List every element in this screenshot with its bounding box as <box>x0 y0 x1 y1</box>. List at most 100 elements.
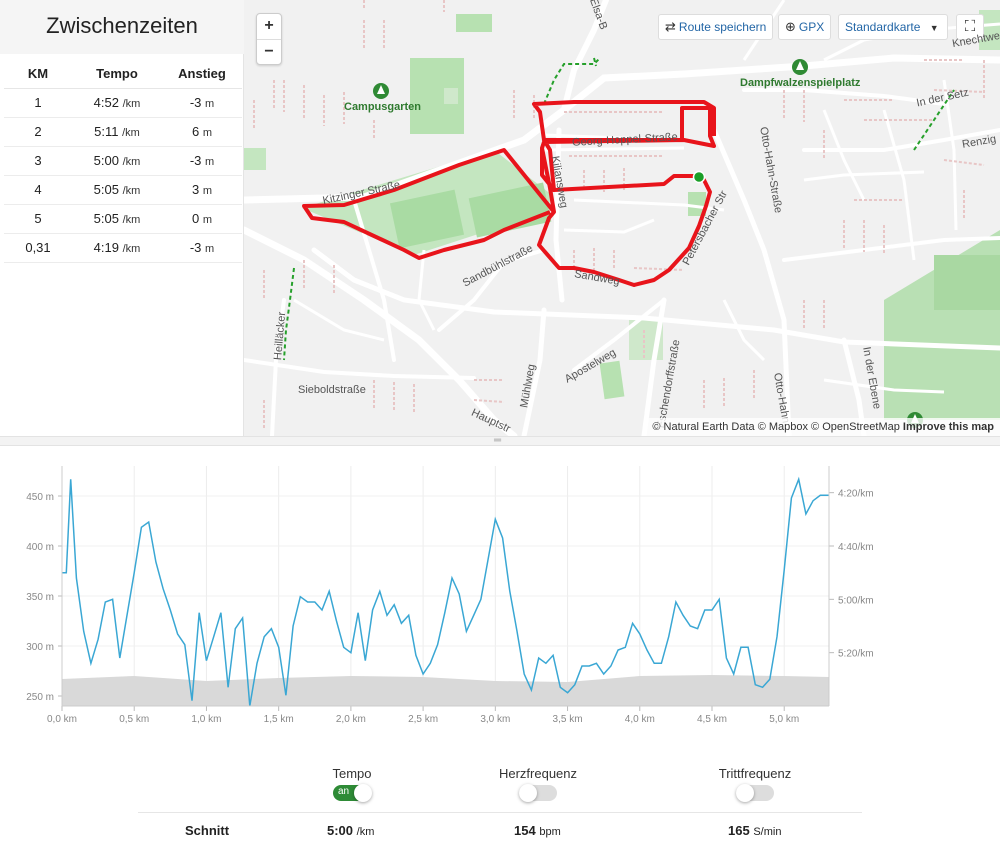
toggle-knob <box>354 784 372 802</box>
heartrate-toggle-group: Herzfrequenz <box>458 766 618 806</box>
split-climb-unit: m <box>205 156 215 168</box>
split-climb-value: -3 <box>189 95 202 110</box>
split-climb: -3 m <box>162 233 242 263</box>
x-tick-label: 2,5 km <box>408 714 438 725</box>
zoom-out-button[interactable]: − <box>257 39 281 64</box>
split-climb-value: 0 <box>191 211 200 226</box>
map-style-label: Standardkarte <box>845 20 921 34</box>
y-right-tick-label: 4:20/km <box>838 489 874 500</box>
route-track <box>302 100 716 287</box>
split-climb: 6 m <box>162 117 242 147</box>
avg-pace-value: 5:00 <box>327 823 354 838</box>
split-row: 0,31 4:19 /km -3 m <box>4 233 242 263</box>
fullscreen-icon: ⛶ <box>964 18 976 35</box>
gpx-label: GPX <box>798 20 825 34</box>
split-tempo: 5:11 /km <box>72 117 162 147</box>
splits-panel: Zwischenzeiten KM Tempo Anstieg 1 4:52 /k… <box>0 0 244 436</box>
split-tempo-unit: /km <box>122 185 141 197</box>
pace-line <box>62 476 829 707</box>
splits-header-row: KM Tempo Anstieg <box>4 60 242 89</box>
split-climb-value: 3 <box>191 182 200 197</box>
map-roads <box>244 0 1000 436</box>
split-tempo-value: 5:11 <box>94 124 119 139</box>
save-route-button[interactable]: ⇄ Route speichern <box>658 14 774 40</box>
cadence-toggle[interactable] <box>736 784 774 802</box>
split-climb: 3 m <box>162 175 242 205</box>
split-tempo: 4:52 /km <box>72 88 162 118</box>
split-km: 2 <box>4 117 72 147</box>
avg-cadence: 165 S/min <box>728 823 781 838</box>
split-row: 3 5:00 /km -3 m <box>4 146 242 176</box>
place-label: Campusgarten <box>344 101 422 113</box>
y-right-tick-label: 5:20/km <box>838 649 874 660</box>
split-climb-value: 6 <box>191 124 200 139</box>
split-climb: 0 m <box>162 204 242 234</box>
caret-down-icon: ▼ <box>929 23 939 33</box>
avg-heartrate: 154 bpm <box>514 823 561 838</box>
y-left-tick-label: 250 m <box>26 692 54 703</box>
drag-handle-icon: ═ <box>494 435 502 446</box>
split-tempo: 5:00 /km <box>72 146 162 176</box>
pace-toggle[interactable]: an <box>333 784 372 802</box>
pace-toggle-group: Tempo an <box>272 766 432 806</box>
x-tick-label: 0,5 km <box>119 714 149 725</box>
split-tempo-unit: /km <box>122 127 140 139</box>
y-left-tick-label: 300 m <box>26 642 54 653</box>
toggle-knob <box>519 784 537 802</box>
split-climb-unit: m <box>205 98 215 110</box>
splits-table: KM Tempo Anstieg 1 4:52 /km -3 m 2 5:11 /km 6… <box>4 60 242 263</box>
zoom-in-button[interactable]: + <box>264 17 274 34</box>
col-km: KM <box>4 60 72 89</box>
averages-row: Schnitt 5:00 /km 154 bpm 165 S/min <box>138 812 862 842</box>
split-row: 4 5:05 /km 3 m <box>4 175 242 205</box>
fullscreen-button[interactable]: ⛶ <box>956 14 984 40</box>
split-climb-unit: m <box>205 243 215 255</box>
avg-cadence-value: 165 <box>728 823 750 838</box>
avg-hr-value: 154 <box>514 823 536 838</box>
map-footpaths <box>283 57 955 361</box>
split-climb-unit: m <box>202 214 213 226</box>
gpx-button[interactable]: ⊕ GPX <box>778 14 832 40</box>
chart-axes: 0,0 km 0,5 km 1,0 km 1,5 km 2,0 km 2,5 km 3,0 … <box>26 466 874 725</box>
heartrate-toggle[interactable] <box>519 784 557 802</box>
avg-pace: 5:00 /km <box>327 823 374 838</box>
route-icon: ⇄ <box>665 19 676 34</box>
split-km: 5 <box>4 204 72 234</box>
cadence-toggle-label: Trittfrequenz <box>718 766 792 781</box>
zoom-controls: + − <box>256 13 282 65</box>
toggle-knob <box>736 784 754 802</box>
x-tick-label: 2,0 km <box>336 714 366 725</box>
split-row: 1 4:52 /km -3 m <box>4 88 242 118</box>
cadence-toggle-group: Trittfrequenz <box>675 766 835 806</box>
split-tempo-value: 5:05 <box>93 211 119 226</box>
chart-grid <box>61 466 829 706</box>
x-tick-label: 5,0 km <box>769 714 799 725</box>
col-tempo: Tempo <box>72 60 162 89</box>
x-tick-label: 4,0 km <box>625 714 655 725</box>
pace-elevation-chart[interactable]: 0,0 km 0,5 km 1,0 km 1,5 km 2,0 km 2,5 km 3,0 … <box>0 446 1000 746</box>
split-tempo-unit: /km <box>122 214 141 226</box>
split-row: 5 5:05 /km 0 m <box>4 204 242 234</box>
avg-hr-unit: bpm <box>539 826 561 838</box>
split-tempo: 5:05 /km <box>72 204 162 234</box>
map-attribution: © Natural Earth Data © Mapbox © OpenStre… <box>646 418 1000 436</box>
pace-toggle-label: Tempo <box>332 766 372 781</box>
route-start-marker[interactable] <box>692 170 706 184</box>
elevation-area <box>62 675 829 706</box>
split-tempo-unit: /km <box>122 243 141 255</box>
map-style-select[interactable]: Standardkarte ▼ <box>838 14 948 40</box>
map-canvas[interactable] <box>244 0 1000 436</box>
route-map[interactable]: + − ⇄ Route speichern ⊕ GPX Standardkarte … <box>244 0 1000 436</box>
y-left-tick-label: 450 m <box>26 492 54 503</box>
campusgarten-marker[interactable] <box>373 83 389 99</box>
col-climb: Anstieg <box>162 60 242 89</box>
resize-divider[interactable]: ═ <box>0 435 1000 446</box>
attribution-text[interactable]: © Natural Earth Data © Mapbox © OpenStre… <box>652 421 900 433</box>
y-right-tick-label: 4:40/km <box>838 542 874 553</box>
split-km: 0,31 <box>4 233 72 263</box>
improve-map-link[interactable]: Improve this map <box>902 421 994 433</box>
split-tempo-value: 4:52 <box>93 95 119 110</box>
street-label: Sieboldstraße <box>298 384 366 396</box>
playground-marker[interactable] <box>792 59 808 75</box>
split-km: 1 <box>4 88 72 118</box>
